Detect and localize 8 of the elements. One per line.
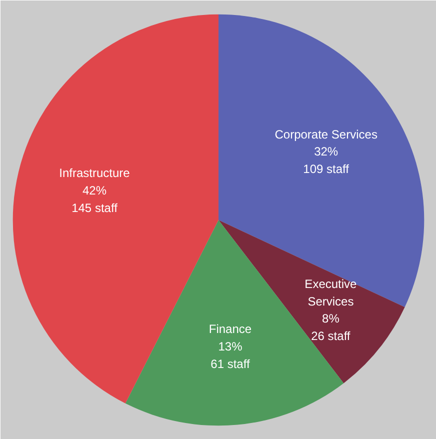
- slice-label: Executive Services: [304, 276, 358, 308]
- slice-label: Infrastructure: [59, 166, 130, 180]
- data-label: 8% 26 staff: [311, 312, 351, 344]
- slice-label: Finance: [208, 322, 252, 336]
- slice-label: Corporate Services: [274, 127, 378, 142]
- data-label: 42% 145 staff: [72, 183, 118, 215]
- data-label: 32% 109 staff: [303, 144, 350, 176]
- data-label: 13% 61 staff: [210, 340, 250, 372]
